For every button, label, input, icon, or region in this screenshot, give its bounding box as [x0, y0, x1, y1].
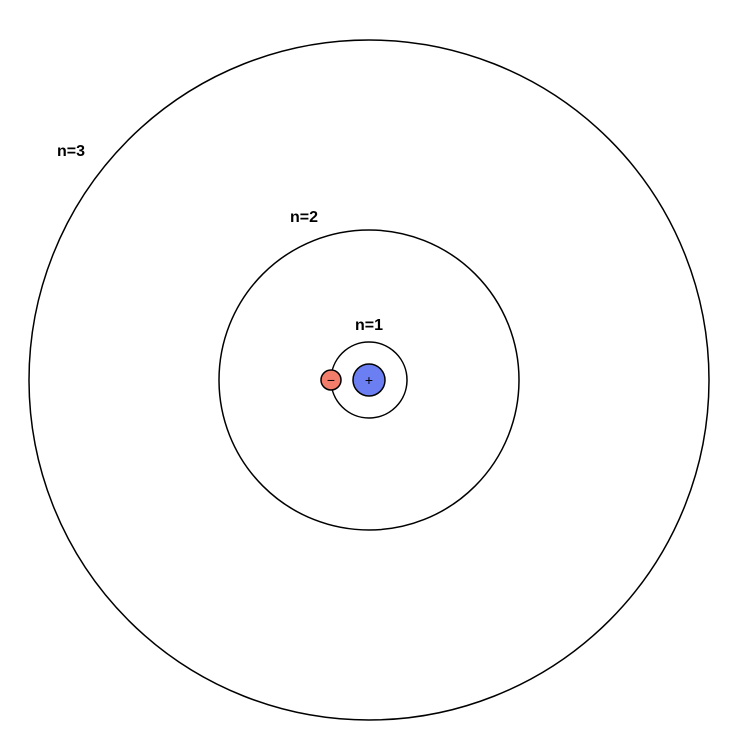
- nucleus-symbol: +: [365, 372, 373, 388]
- orbit-label-n1: n=1: [355, 317, 383, 334]
- bohr-model-diagram: + − n=1 n=2 n=3: [0, 0, 738, 737]
- orbit-label-n3: n=3: [57, 143, 85, 160]
- orbit-label-n2: n=2: [290, 209, 318, 226]
- electron-symbol: −: [327, 372, 335, 388]
